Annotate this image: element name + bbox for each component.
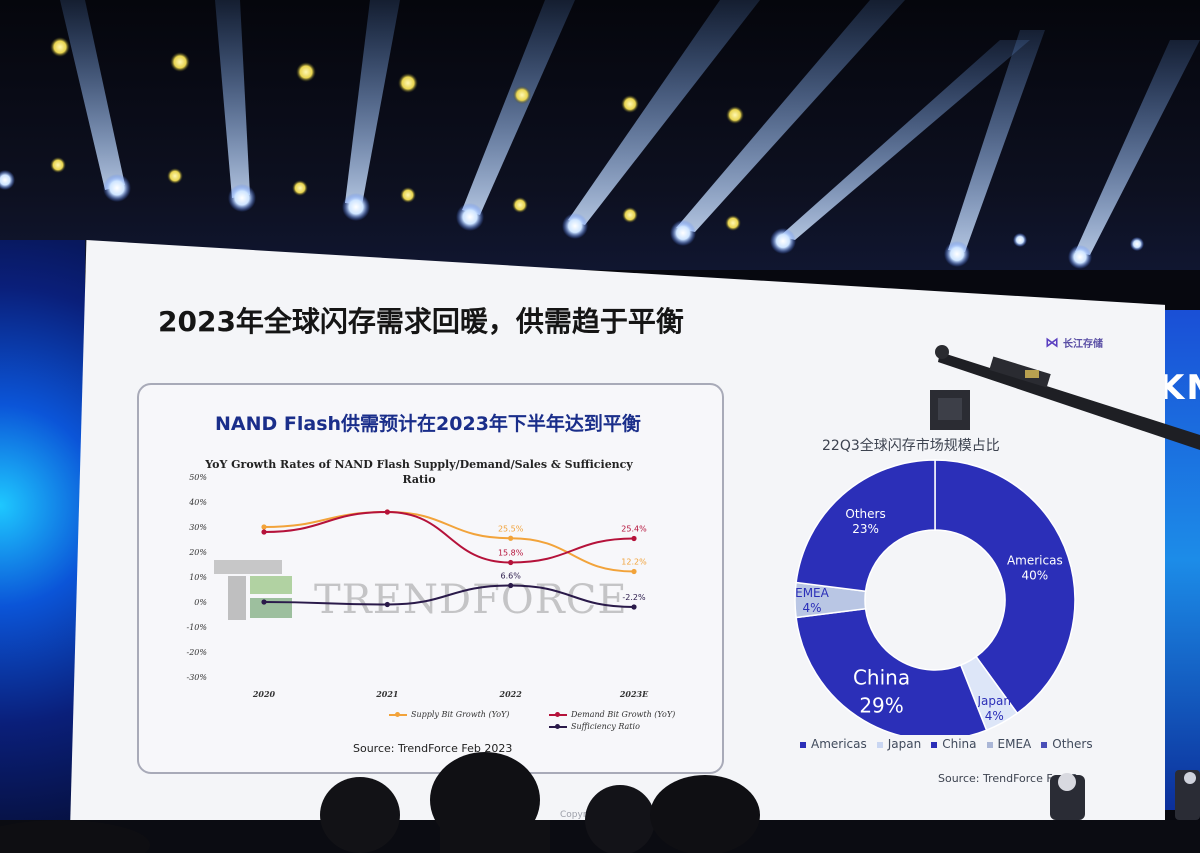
data-label: 15.8%: [498, 549, 524, 558]
donut-chart-panel: 22Q3全球闪存市场规模占比 Americas 40% Japan 4% China 29…: [790, 425, 1150, 825]
data-point: [384, 509, 390, 515]
chart-title: YoY Growth Rates of NAND Flash Supply/De…: [205, 458, 633, 486]
donut-legend-label: Americas: [811, 737, 867, 751]
ceiling-lamps: [50, 37, 1144, 251]
donut-legend-swatch: [876, 741, 883, 748]
y-tick-label: 40%: [188, 498, 207, 507]
slice-name-label: Japan: [977, 694, 1011, 708]
legend-swatch-demand: [549, 712, 567, 717]
donut-legend-item: Japan: [876, 737, 922, 751]
logo-icon: ⋈: [1045, 335, 1059, 351]
legend-swatch-supply: [389, 712, 407, 717]
y-tick-label: 10%: [189, 573, 207, 582]
company-logo: ⋈ 长江存储: [1045, 335, 1103, 351]
beam-group: [60, 0, 1200, 255]
donut-title: 22Q3全球闪存市场规模占比: [822, 438, 1000, 454]
y-tick-label: 30%: [189, 523, 207, 532]
data-point: [261, 529, 267, 535]
donut-slice-americas: [934, 459, 1076, 715]
legend-label-supply: Supply Bit Growth (YoY): [411, 710, 510, 719]
data-point: [261, 599, 267, 605]
data-label: 25.5%: [498, 524, 524, 533]
chart-source: Source: TrendForce Feb 2023: [353, 742, 513, 755]
donut-source-text: Source: TrendForce F: [938, 772, 1053, 785]
donut-slice-china: [795, 607, 988, 735]
donut-source-tail: 3: [1070, 772, 1078, 785]
series-line-2: [263, 584, 635, 608]
slice-value-label: 4%: [985, 709, 1004, 723]
slice-value-label: 40%: [1022, 569, 1049, 583]
data-point: [631, 568, 637, 575]
slice-value-label: 4%: [802, 601, 821, 615]
y-tick-label: 0%: [194, 598, 207, 607]
data-point: [261, 524, 267, 530]
donut-legend-item: Others: [1041, 737, 1093, 751]
series-line-0: [263, 510, 635, 573]
donut-chart: Americas40%Japan4%China29%EMEA4%Others23…: [794, 459, 1076, 735]
data-point: [631, 604, 637, 610]
data-label: 25.4%: [621, 525, 647, 534]
camera-crane: [930, 345, 1200, 450]
slice-name-label: Others: [845, 507, 885, 521]
x-tick-label: 2020: [252, 689, 276, 699]
slice-name-label: EMEA: [795, 586, 830, 600]
data-point: [384, 601, 390, 608]
slide-title: 2023年全球闪存需求回暖，供需趋于平衡: [158, 305, 684, 338]
legend-item-demand: Demand Bit Growth (YoY): [549, 710, 675, 719]
data-point: [508, 535, 514, 541]
side-screen-text: KN: [1158, 368, 1200, 408]
trendforce-watermark-logo: [214, 560, 294, 620]
x-tick-label: 2021: [375, 689, 398, 699]
stage-floor: [0, 820, 1200, 853]
donut-legend-swatch: [986, 741, 993, 748]
y-tick-label: -20%: [187, 648, 208, 657]
y-tick-label: -30%: [187, 673, 208, 682]
data-label: -2.2%: [622, 593, 646, 602]
slice-value-label: 23%: [852, 522, 879, 536]
x-tick-label: 2023E: [619, 689, 649, 699]
slice-name-label: Americas: [1007, 554, 1063, 568]
spotlight-group: [0, 170, 1092, 269]
donut-slice-others: [795, 459, 936, 593]
legend-label-demand: Demand Bit Growth (YoY): [571, 710, 676, 719]
data-point: [508, 582, 514, 589]
donut-legend: Americas Japan China EMEA Others: [800, 737, 1103, 751]
y-tick-label: 20%: [188, 548, 207, 557]
data-label: 12.2%: [621, 558, 647, 567]
donut-legend-swatch: [1041, 741, 1048, 748]
legend-swatch-sufficiency: [549, 724, 567, 729]
trendforce-watermark: TRENDFORCE: [314, 577, 628, 623]
donut-legend-swatch: [931, 741, 938, 748]
panel-title: NAND Flash供需预计在2023年下半年达到平衡: [215, 413, 641, 435]
line-chart: 50% 40% 30% 20% 10% 0% -10% -20% -30% 2020 2021 202…: [187, 473, 650, 699]
data-label: 6.6%: [501, 572, 522, 581]
donut-legend-label: Others: [1052, 737, 1093, 751]
logo-text: 长江存储: [1063, 339, 1103, 350]
donut-legend-item: EMEA: [986, 737, 1032, 751]
donut-legend-label: China: [942, 737, 977, 751]
slice-value-label: 29%: [859, 693, 903, 717]
donut-legend-item: Americas: [800, 737, 867, 751]
data-point: [508, 559, 514, 566]
slide-copyright: Copyright © 2022 YMTC: [560, 810, 669, 820]
series-line-1: [263, 510, 635, 564]
slice-name-label: China: [853, 665, 910, 689]
data-point: [631, 535, 637, 542]
stage-light-beams: [0, 0, 1200, 269]
y-tick-label: -10%: [187, 623, 208, 632]
y-tick-label: 50%: [189, 473, 207, 482]
donut-source: Source: TrendForce F 3: [938, 772, 1078, 785]
x-tick-label: 2022: [499, 689, 523, 699]
legend-item-supply: Supply Bit Growth (YoY): [389, 710, 509, 719]
donut-legend-swatch: [800, 741, 806, 748]
legend-label-sufficiency: Sufficiency Ratio: [571, 722, 640, 731]
donut-legend-item: China: [931, 737, 977, 751]
line-chart-panel: NAND Flash供需预计在2023年下半年达到平衡 YoY Growth R…: [137, 383, 724, 774]
donut-legend-label: Japan: [887, 737, 922, 751]
led-wall-left: [0, 240, 85, 830]
donut-legend-label: EMEA: [997, 737, 1032, 751]
legend-item-sufficiency: Sufficiency Ratio: [549, 722, 640, 731]
